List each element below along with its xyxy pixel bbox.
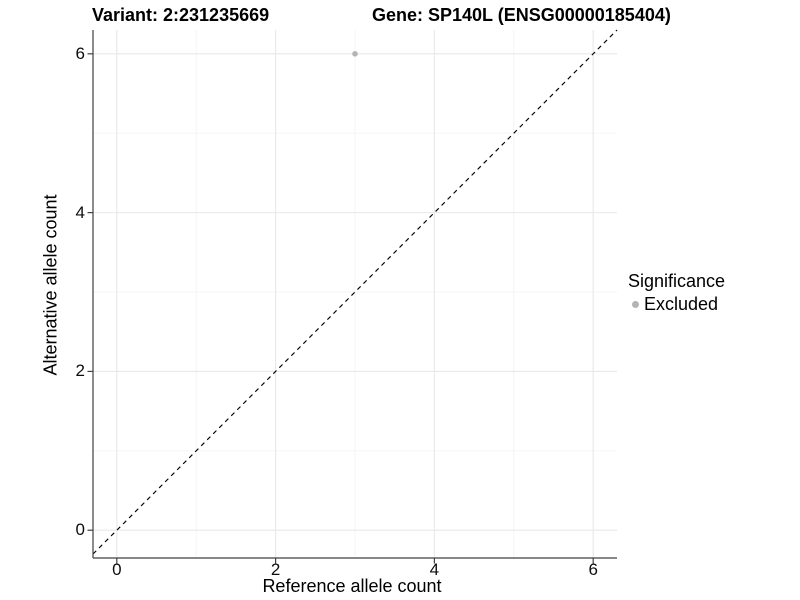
- variant-title: Variant: 2:231235669: [92, 5, 270, 25]
- plot-panel: [87, 29, 618, 564]
- legend-title: Significance: [628, 271, 726, 291]
- y-tick-label: 0: [75, 520, 85, 540]
- x-tick-label: 0: [112, 560, 122, 579]
- legend: Significance Excluded: [628, 271, 725, 315]
- gene-title: Gene: SP140L (ENSG00000185404): [372, 5, 671, 25]
- legend-entry-label: Excluded: [644, 294, 719, 314]
- x-tick-label: 6: [588, 560, 598, 579]
- x-axis-title: Reference allele count: [262, 576, 442, 596]
- data-point: [352, 51, 358, 57]
- x-tick-label: 4: [429, 560, 440, 579]
- y-tick-label: 6: [75, 43, 85, 63]
- legend-entry-excluded: Excluded: [628, 294, 725, 315]
- legend-point-icon: [632, 301, 639, 308]
- y-axis-title: Alternative allele count: [40, 194, 61, 376]
- x-tick-label: 2: [270, 560, 281, 579]
- y-tick-label: 2: [75, 361, 85, 381]
- y-tick-label: 4: [75, 202, 85, 222]
